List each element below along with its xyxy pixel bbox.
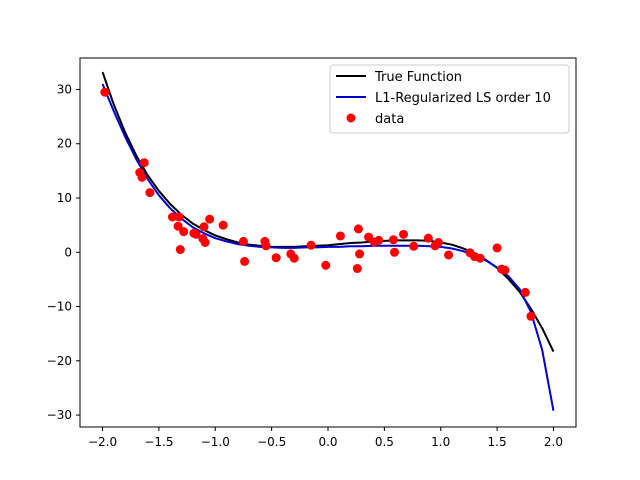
data-point [100,87,110,97]
data-point [145,188,155,198]
data-point [240,256,250,266]
data-point [526,311,536,321]
data-point [433,238,443,247]
legend-label-data: data [375,112,404,127]
data-point [271,253,281,263]
legend-box [329,64,570,134]
data-point [289,253,299,263]
x-tick-label: 0.5 [375,435,394,449]
data-point [475,253,485,263]
x-tick-label: 1.5 [488,435,507,449]
y-tick-label: 0 [64,245,72,259]
x-tick-label: −0.5 [257,435,286,449]
data-point [353,224,363,234]
data-point [205,214,215,224]
legend-label-true-function: True Function [374,70,462,85]
data-point [200,238,210,247]
x-tick-label: 1.0 [431,435,450,449]
data-point [321,260,331,270]
data-point [352,264,362,274]
data-point [492,243,502,253]
data-point [218,220,228,230]
data-point [335,231,345,241]
data-point [261,241,271,251]
data-point [388,235,398,245]
data-point [306,240,316,250]
plot-area [100,71,555,411]
legend: True Function L1-Regularized LS order 10… [329,64,570,134]
data-point [520,287,530,297]
x-tick-label: 0.0 [318,435,337,449]
data-point [179,227,189,237]
data-point [390,247,400,257]
x-axis: −2.0 −1.5 −1.0 −0.5 0.0 0.5 1.0 1.5 2.0 [88,427,563,449]
data-point [137,172,147,182]
data-point [444,250,454,260]
x-tick-label: −2.0 [88,435,117,449]
data-point [409,241,419,251]
y-tick-label: 10 [57,191,72,205]
data-point [167,212,177,222]
x-tick-label: −1.5 [144,435,173,449]
x-tick-label: −1.0 [201,435,230,449]
y-tick-label: 30 [57,82,72,96]
legend-swatch-data [346,113,356,123]
data-point [399,229,409,239]
data-point [374,235,384,245]
legend-label-l1-regularized: L1-Regularized LS order 10 [375,91,551,106]
data-point [191,229,201,239]
data-point [199,222,209,232]
y-tick-label: −20 [47,354,72,368]
data-point [500,265,510,275]
data-point [139,158,149,168]
data-point [355,249,365,259]
data-point [173,221,183,231]
data-point [175,245,185,255]
data-point [423,233,433,243]
y-axis: −30 −20 −10 0 10 20 30 [47,82,80,422]
y-tick-label: −30 [47,408,72,422]
y-tick-label: −10 [47,300,72,314]
scatter-points [100,87,536,321]
data-point [238,236,248,246]
data-point [174,212,184,222]
y-tick-label: 20 [57,137,72,151]
x-tick-label: 2.0 [544,435,563,449]
